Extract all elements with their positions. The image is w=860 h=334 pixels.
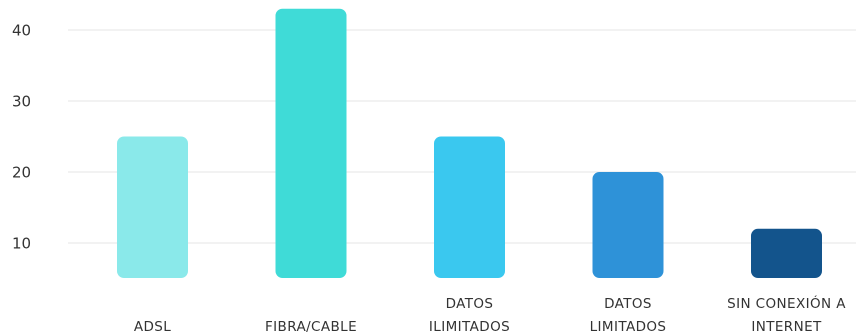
y-tick-label-40: 40 (12, 22, 31, 40)
x-category-label-1: FIBRA/CABLE (265, 319, 357, 334)
x-category-label-line: ADSL (134, 319, 171, 334)
y-axis-tick-labels: 10 20 30 40 (12, 22, 31, 253)
bar-1 (275, 8, 347, 278)
x-category-label-line: DATOS (446, 296, 494, 312)
x-category-label-4: SIN CONEXIÓN A INTERNET (727, 294, 846, 334)
bar-3 (592, 172, 664, 278)
bars (117, 8, 822, 278)
x-category-label-line: DATOS (604, 296, 652, 312)
x-category-label-line: SIN CONEXIÓN A (727, 294, 846, 312)
y-tick-label-30: 30 (12, 93, 31, 111)
x-category-label-3: DATOS LIMITADOS (590, 296, 667, 334)
y-tick-label-10: 10 (12, 235, 31, 253)
x-category-label-2: DATOS ILIMITADOS (429, 296, 510, 334)
bar-2 (434, 136, 505, 278)
x-category-label-line: INTERNET (751, 319, 822, 334)
bar-4 (751, 228, 822, 278)
x-axis-category-labels: ADSL FIBRA/CABLE DATOS ILIMITADOS DATOS LIMIT… (134, 294, 846, 334)
x-category-label-line: ILIMITADOS (429, 319, 510, 334)
x-category-label-line: LIMITADOS (590, 319, 667, 334)
bar-0 (117, 136, 188, 278)
x-category-label-line: FIBRA/CABLE (265, 319, 357, 334)
x-category-label-0: ADSL (134, 319, 171, 334)
y-tick-label-20: 20 (12, 164, 31, 182)
